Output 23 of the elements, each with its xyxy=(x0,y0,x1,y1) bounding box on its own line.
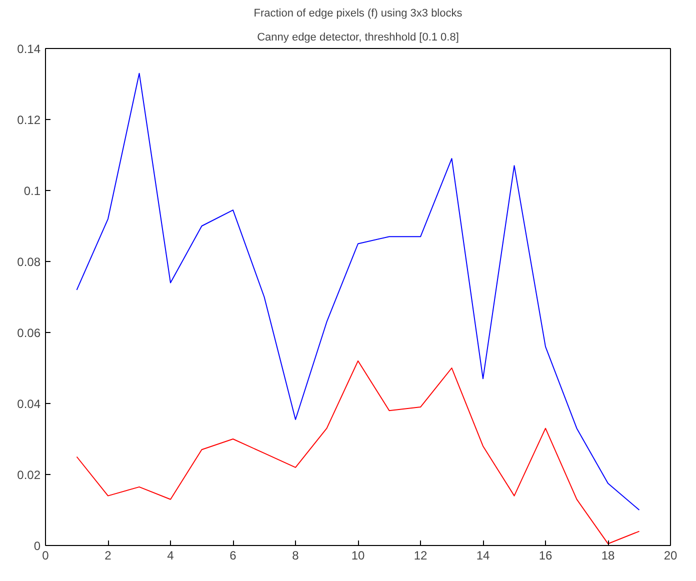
y-tick-label: 0.04 xyxy=(17,397,41,411)
x-tick-label: 12 xyxy=(414,548,428,562)
x-tick-label: 16 xyxy=(538,548,552,562)
y-tick-label: 0.12 xyxy=(17,113,41,127)
x-tick-label: 10 xyxy=(351,548,365,562)
y-tick-label: 0.02 xyxy=(17,468,41,482)
x-tick-label: 6 xyxy=(230,548,237,562)
chart-title: Fraction of edge pixels (f) using 3x3 blocks xyxy=(254,8,463,20)
x-tick-label: 2 xyxy=(104,548,112,562)
x-tick-label: 4 xyxy=(167,548,174,562)
x-tick-label: 8 xyxy=(292,548,300,562)
x-tick-label: 20 xyxy=(664,548,678,562)
y-tick-label: 0.14 xyxy=(17,42,41,56)
chart-subtitle: Canny edge detector, threshhold [0.1 0.8] xyxy=(257,32,459,44)
y-tick-label: 0.1 xyxy=(24,184,41,198)
x-tick-label: 18 xyxy=(601,548,615,562)
x-tick-label: 14 xyxy=(476,548,490,562)
line-series xyxy=(76,72,640,510)
y-tick-label: 0.06 xyxy=(17,326,41,340)
x-tick-label: 0 xyxy=(42,548,50,562)
line-series xyxy=(76,360,640,544)
y-tick-label: 0.08 xyxy=(17,255,41,269)
y-tick-label: 0 xyxy=(34,539,41,553)
